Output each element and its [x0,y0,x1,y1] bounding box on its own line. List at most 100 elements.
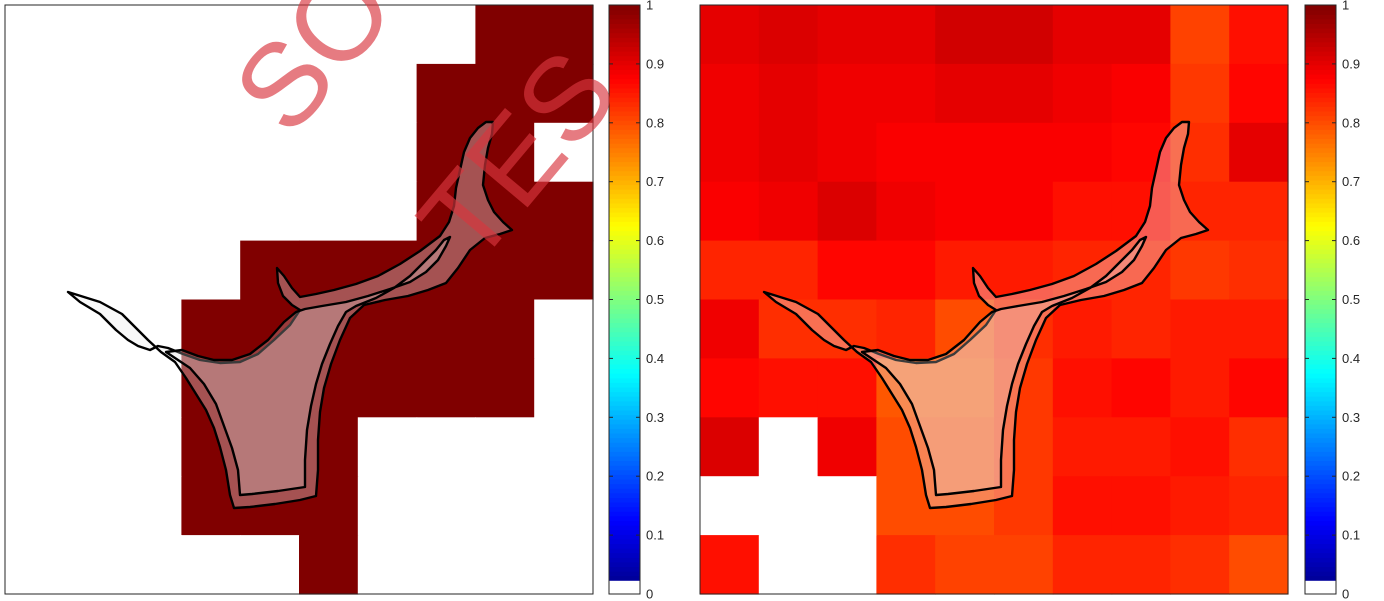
heatmap-cell [994,63,1054,124]
colorbar-segment [609,520,640,526]
colorbar-segment [1305,14,1336,20]
colorbar-segment [609,5,640,11]
colorbar-segment [1305,382,1336,388]
heatmap-cell [1111,535,1171,595]
heatmap-cell [935,122,995,183]
colorbar-segment [609,469,640,475]
colorbar-segment [1305,446,1336,452]
colorbar-segment [1305,437,1336,443]
heatmap-cell [817,358,877,418]
colorbar-segment [609,248,640,255]
colorbar-segment [609,368,640,374]
colorbar-segment [1305,350,1336,356]
heatmap-cell [416,358,476,418]
heatmap-cell [534,417,594,477]
colorbar-segment [1305,69,1336,75]
heatmap-cell [181,181,241,242]
outline-overlay [66,120,514,510]
colorbar-segment [1305,501,1336,508]
heatmap-cell [994,476,1054,536]
heatmap-cell [700,181,760,242]
heatmap-cell [122,181,182,242]
colorbar-segment [1305,460,1336,466]
heatmap-cell [416,299,476,359]
colorbar-segment [1305,400,1336,406]
colorbar-tick-label: 0 [1342,587,1349,601]
colorbar-tick-label: 0.3 [646,410,664,425]
colorbar-segment [609,529,640,535]
heatmap-cell [63,476,124,536]
heatmap-cell [700,417,760,477]
colorbar-segment [609,483,640,489]
heatmap-cell [122,122,182,183]
heatmap-cell [817,535,877,595]
colorbar-segment [1305,474,1336,480]
heatmap-cell [876,535,936,595]
colorbar-segment [609,299,640,305]
colorbar-segment [609,515,640,521]
colorbar-tick-label: 0.4 [646,351,664,366]
heatmap-cell [416,181,476,242]
colorbar-segment [1305,584,1336,590]
colorbar-segment [609,28,640,34]
colorbar-segment [1305,207,1336,213]
colorbar-segment [609,409,640,416]
heatmap-cell [181,476,241,536]
colorbar-segment [609,547,640,554]
colorbar-segment [609,129,640,135]
heatmap-cell [1052,358,1113,418]
colorbar-segment [609,377,640,383]
colorbar-segment [1305,198,1336,204]
heatmap-cell [122,417,182,477]
colorbar-segment [609,18,640,24]
heatmap-cell [357,122,418,183]
heatmap-cell [994,5,1054,65]
heatmap-cell [700,122,760,183]
heatmap-cell [416,476,476,536]
colorbar-segment [1305,497,1336,503]
colorbar-segment [609,225,640,232]
colorbar-segment [1305,74,1336,80]
colorbar-segment [609,400,640,406]
heatmap-cell [700,63,760,124]
heatmap-cell [700,5,760,65]
colorbar-segment [1305,290,1336,296]
colorbar-segment [609,570,640,577]
heatmap-cell [700,535,760,595]
colorbar-segment [1305,179,1336,186]
colorbar-segment [609,23,640,29]
colorbar-segment [1305,37,1336,43]
heatmap-cell [1052,476,1113,536]
colorbar-segment [1305,64,1336,71]
colorbar-segment [609,37,640,43]
heatmap-cell [1229,63,1289,124]
colorbar-segment [609,561,640,567]
heatmap-cell [534,240,594,301]
heatmap-cell [876,476,936,536]
heatmap-cell [1052,417,1113,477]
colorbar-segment [609,304,640,310]
heatmap-cell [1111,299,1171,359]
colorbar-segment [609,198,640,204]
heatmap-cell [240,535,300,595]
heatmap-cell [758,5,819,65]
heatmap-cell [935,63,995,124]
colorbar-segment [609,46,640,52]
colorbar-segment [1305,304,1336,310]
heatmap-cell [876,122,936,183]
colorbar-segment [1305,138,1336,144]
colorbar-segment [609,262,640,268]
colorbar-segment [609,506,640,512]
heatmap-cell [357,476,418,536]
colorbar-segment [609,83,640,89]
colorbar-tick-label: 0.7 [1342,174,1360,189]
colorbar-segment [1305,327,1336,333]
colorbar-segment [609,152,640,158]
colorbar-segment [609,193,640,199]
colorbar-segment [1305,345,1336,351]
colorbar-segment [609,143,640,149]
heatmap-cell [700,299,760,359]
colorbar-segment [609,391,640,397]
heatmap-cell [299,122,359,183]
heatmap-cell [63,535,124,595]
